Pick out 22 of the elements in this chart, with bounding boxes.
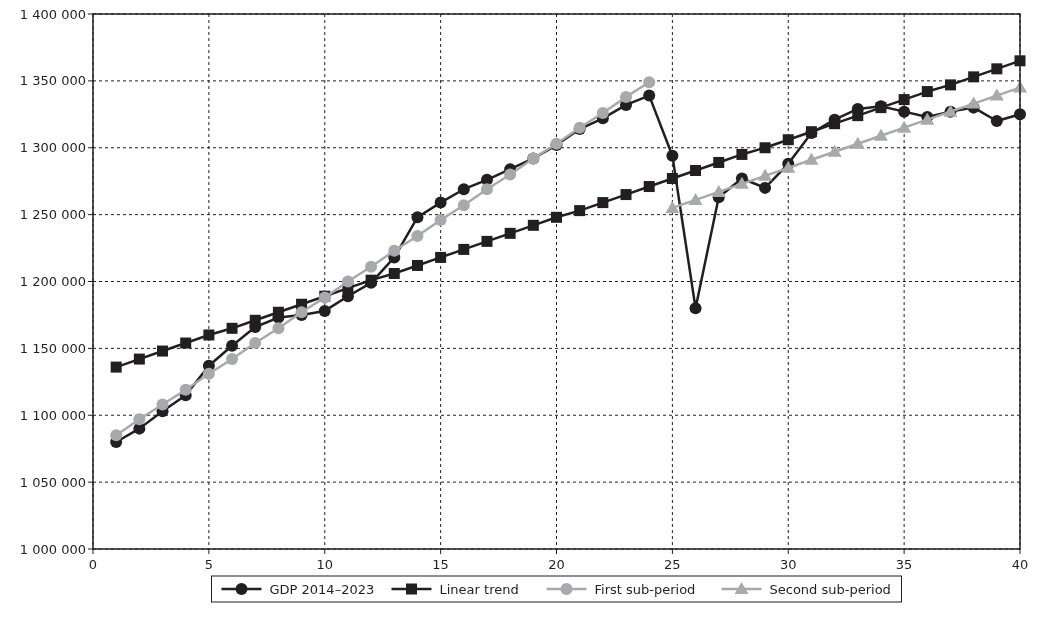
legend-label: GDP 2014–2023 xyxy=(269,581,375,597)
x-tick-label: 20 xyxy=(548,557,565,572)
x-tick-label: 0 xyxy=(88,557,98,572)
y-tick-label: 1 200 000 xyxy=(19,274,86,290)
y-tick-label: 1 400 000 xyxy=(19,6,86,22)
x-tick-label: 30 xyxy=(779,557,797,572)
x-tick-label: 5 xyxy=(204,557,214,572)
y-tick-label: 1 250 000 xyxy=(19,207,86,223)
x-tick-label: 25 xyxy=(664,557,681,572)
x-tick-label: 40 xyxy=(1011,557,1029,572)
legend-label: Second sub-period xyxy=(769,581,891,597)
y-tick-label: 1 000 000 xyxy=(19,541,86,557)
y-tick-label: 1 350 000 xyxy=(19,73,86,89)
x-tick-label: 35 xyxy=(895,557,913,572)
y-tick-label: 1 150 000 xyxy=(19,340,86,356)
y-tick-label: 1 050 000 xyxy=(19,474,86,490)
legend-label: Linear trend xyxy=(439,581,519,597)
y-tick-label: 1 300 000 xyxy=(19,140,86,156)
legend-label: First sub-period xyxy=(594,581,696,597)
y-tick-label: 1 100 000 xyxy=(19,407,86,423)
x-tick-label: 15 xyxy=(432,557,449,572)
x-tick-label: 10 xyxy=(316,557,334,572)
